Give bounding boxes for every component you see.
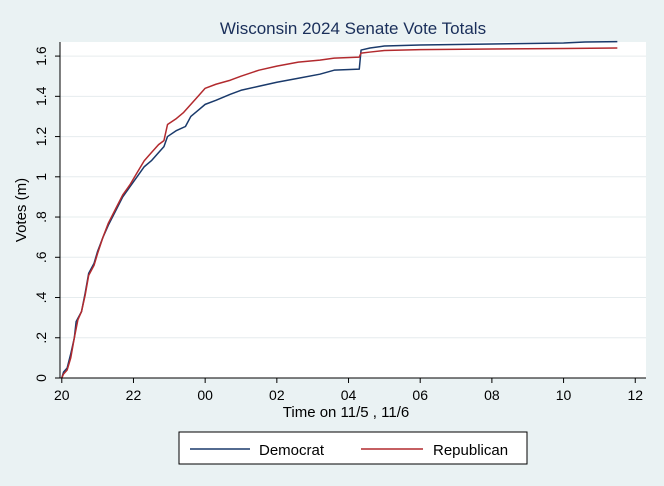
x-tick-label: 12	[627, 387, 643, 403]
legend-box	[178, 431, 528, 465]
grid-lines	[60, 55, 646, 379]
y-tick-label: .4	[33, 291, 49, 303]
y-tick-label: .2	[33, 332, 49, 344]
series-line-republican	[61, 47, 618, 379]
y-axis-label: Votes (m)	[13, 178, 30, 242]
x-tick-label: 10	[556, 387, 572, 403]
x-tick-label: 08	[484, 387, 500, 403]
y-tick-label: 1.4	[33, 86, 49, 106]
y-tick-label: .8	[33, 211, 49, 223]
x-axis-label: Time on 11/5 , 11/6	[283, 404, 409, 421]
series-lines	[61, 40, 618, 379]
legend-label-democrat: Democrat	[259, 442, 325, 459]
chart-title: Wisconsin 2024 Senate Vote Totals	[220, 19, 486, 38]
axes	[59, 42, 646, 379]
x-tick-label: 00	[197, 387, 213, 403]
legend: Democrat Republican	[178, 431, 528, 465]
y-tick-label: 1	[33, 173, 49, 181]
legend-label-republican: Republican	[433, 442, 508, 459]
x-tick-label: 20	[54, 387, 70, 403]
x-tick-label: 04	[341, 387, 357, 403]
y-tick-label: 1.2	[33, 127, 49, 147]
y-tick-label: .6	[33, 251, 49, 263]
y-tick-label: 0	[33, 374, 49, 382]
y-tick-label: 1.6	[33, 46, 49, 66]
y-ticks: 0 .2 .4 .6 .8 1 1.2 1.4 1.6	[33, 46, 60, 382]
x-tick-label: 22	[126, 387, 142, 403]
x-tick-label: 06	[412, 387, 428, 403]
plot-area	[60, 42, 646, 378]
x-ticks: 20 22 00 02 04 06 08 10 12	[54, 378, 643, 403]
x-tick-label: 02	[269, 387, 285, 403]
